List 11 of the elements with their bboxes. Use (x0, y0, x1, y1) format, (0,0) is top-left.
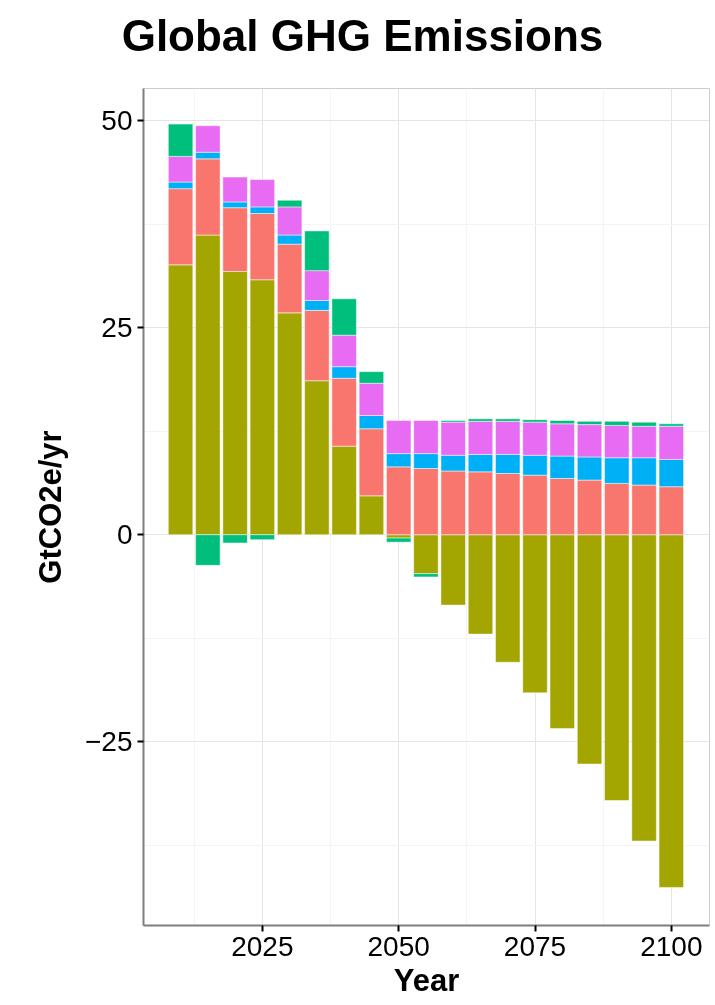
y-axis-title: GtCO2e/yr (33, 430, 68, 584)
x-tick-label: 2050 (367, 930, 430, 962)
x-tick-label: 2075 (503, 930, 567, 962)
y-tick-label: −25 (85, 726, 133, 758)
x-tick-label: 2100 (640, 930, 703, 962)
y-tick-label: 0 (116, 519, 133, 551)
y-tick-label: 50 (101, 105, 133, 137)
chart-title: Global GHG Emissions (121, 10, 604, 62)
x-axis-title: Year (393, 962, 460, 998)
y-tick-label: 25 (101, 312, 133, 344)
x-tick-label: 2025 (231, 930, 294, 962)
